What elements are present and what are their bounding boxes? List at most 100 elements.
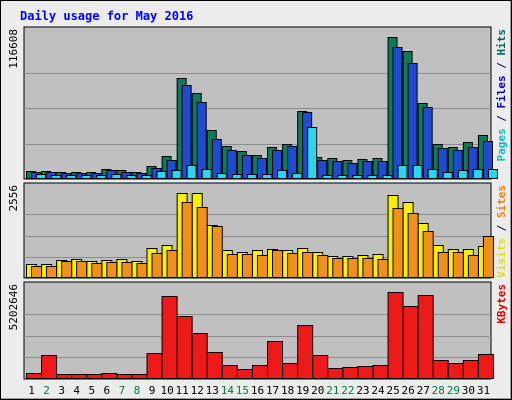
bar-sites-day-10 bbox=[166, 250, 178, 278]
bar-sites-day-8 bbox=[136, 263, 148, 278]
legend-part-kbytes-0: KBytes bbox=[495, 284, 508, 324]
bar-sites-day-7 bbox=[121, 262, 133, 278]
bar-pages-day-30 bbox=[472, 169, 483, 179]
x-tick-day-3: 3 bbox=[58, 384, 65, 397]
bar-pages-day-4 bbox=[81, 175, 92, 179]
scale-label-kbytes: 5202646 bbox=[7, 284, 20, 330]
bar-kbytes-day-23 bbox=[357, 366, 374, 379]
bar-files-day-11 bbox=[181, 85, 192, 179]
bar-kbytes-day-22 bbox=[342, 367, 359, 379]
bar-pages-day-8 bbox=[141, 175, 152, 179]
bar-sites-day-20 bbox=[317, 255, 329, 278]
x-tick-day-12: 12 bbox=[191, 384, 204, 397]
bar-sites-day-14 bbox=[226, 254, 238, 278]
bar-sites-day-29 bbox=[452, 252, 464, 278]
legend-part-pages-files-hits-3: / bbox=[495, 109, 508, 129]
bar-sites-day-16 bbox=[256, 255, 268, 278]
bar-sites-day-22 bbox=[347, 258, 359, 278]
x-tick-day-2: 2 bbox=[43, 384, 50, 397]
bar-sites-day-31 bbox=[482, 236, 494, 278]
bar-files-day-26 bbox=[407, 63, 418, 179]
scale-label-pages-files-hits: 116608 bbox=[7, 29, 20, 69]
bar-pages-day-29 bbox=[457, 170, 468, 179]
x-tick-day-31: 31 bbox=[477, 384, 490, 397]
chart-title: Daily usage for May 2016 bbox=[20, 9, 193, 23]
bar-kbytes-day-9 bbox=[146, 353, 163, 379]
legend-part-visits-sites-0: Sites bbox=[495, 185, 508, 218]
bar-kbytes-day-29 bbox=[447, 363, 464, 379]
bar-kbytes-day-31 bbox=[477, 354, 494, 379]
bar-kbytes-day-10 bbox=[161, 296, 178, 379]
bar-pages-day-21 bbox=[337, 175, 348, 179]
bar-kbytes-day-12 bbox=[191, 333, 208, 379]
bar-pages-day-14 bbox=[231, 174, 242, 179]
bar-kbytes-day-17 bbox=[267, 341, 284, 379]
bar-kbytes-day-1 bbox=[26, 373, 42, 379]
x-tick-day-5: 5 bbox=[88, 384, 95, 397]
bar-kbytes-day-13 bbox=[206, 352, 223, 379]
bar-kbytes-day-21 bbox=[327, 368, 344, 379]
bar-sites-day-27 bbox=[422, 231, 434, 278]
bar-pages-day-28 bbox=[442, 172, 453, 179]
bar-files-day-12 bbox=[196, 102, 207, 179]
x-tick-day-19: 19 bbox=[296, 384, 309, 397]
legend-part-pages-files-hits-1: / bbox=[495, 56, 508, 76]
bar-kbytes-day-19 bbox=[297, 325, 314, 379]
x-tick-day-10: 10 bbox=[160, 384, 173, 397]
bar-sites-day-26 bbox=[407, 213, 419, 278]
x-tick-day-14: 14 bbox=[221, 384, 235, 397]
x-tick-day-28: 28 bbox=[432, 384, 445, 397]
bar-sites-day-13 bbox=[211, 226, 223, 278]
bar-sites-day-25 bbox=[392, 208, 404, 278]
bar-pages-day-3 bbox=[66, 175, 77, 179]
bar-pages-day-19 bbox=[307, 127, 318, 179]
x-tick-day-9: 9 bbox=[149, 384, 156, 397]
bar-sites-day-6 bbox=[106, 262, 118, 278]
x-tick-day-30: 30 bbox=[462, 384, 475, 397]
bar-pages-day-13 bbox=[216, 173, 227, 179]
axis-legend-kbytes: KBytes bbox=[495, 284, 508, 324]
bar-sites-day-19 bbox=[302, 252, 314, 278]
bar-kbytes-day-24 bbox=[372, 365, 389, 379]
bar-pages-day-9 bbox=[156, 171, 167, 179]
x-tick-day-15: 15 bbox=[236, 384, 249, 397]
bar-kbytes-day-6 bbox=[101, 373, 118, 379]
x-tick-day-26: 26 bbox=[402, 384, 415, 397]
bar-pages-day-1 bbox=[36, 174, 46, 179]
bar-kbytes-day-11 bbox=[176, 316, 193, 379]
x-tick-day-1: 1 bbox=[28, 384, 35, 397]
bar-sites-day-15 bbox=[241, 254, 253, 278]
bar-kbytes-day-3 bbox=[56, 374, 73, 379]
axis-legend-visits-sites: Visits / Sites bbox=[495, 185, 508, 278]
bar-pages-day-15 bbox=[246, 174, 257, 179]
bar-kbytes-day-4 bbox=[71, 374, 88, 379]
bar-files-day-13 bbox=[211, 139, 222, 179]
x-tick-day-29: 29 bbox=[447, 384, 460, 397]
bar-kbytes-day-2 bbox=[41, 355, 58, 379]
bar-pages-day-20 bbox=[322, 175, 333, 179]
bar-kbytes-day-18 bbox=[282, 363, 299, 379]
bar-sites-day-12 bbox=[196, 207, 208, 278]
bar-sites-day-30 bbox=[467, 255, 479, 278]
bar-sites-day-24 bbox=[377, 259, 389, 278]
bar-kbytes-day-14 bbox=[221, 365, 238, 379]
bar-kbytes-day-30 bbox=[462, 360, 479, 379]
bar-sites-day-23 bbox=[362, 258, 374, 278]
bar-files-day-25 bbox=[392, 47, 403, 179]
bar-sites-day-4 bbox=[76, 261, 88, 278]
legend-part-visits-sites-1: / bbox=[495, 218, 508, 238]
x-tick-day-23: 23 bbox=[356, 384, 369, 397]
bar-pages-day-11 bbox=[186, 165, 197, 179]
x-tick-day-8: 8 bbox=[134, 384, 141, 397]
bar-pages-day-17 bbox=[277, 170, 288, 179]
bar-sites-day-21 bbox=[332, 258, 344, 278]
bar-sites-day-28 bbox=[437, 252, 449, 278]
bar-kbytes-day-16 bbox=[251, 365, 268, 379]
bar-kbytes-day-28 bbox=[432, 360, 449, 379]
bar-pages-day-18 bbox=[292, 173, 303, 179]
bar-sites-day-5 bbox=[91, 263, 103, 278]
x-tick-day-20: 20 bbox=[311, 384, 324, 397]
bar-kbytes-day-26 bbox=[402, 306, 419, 379]
